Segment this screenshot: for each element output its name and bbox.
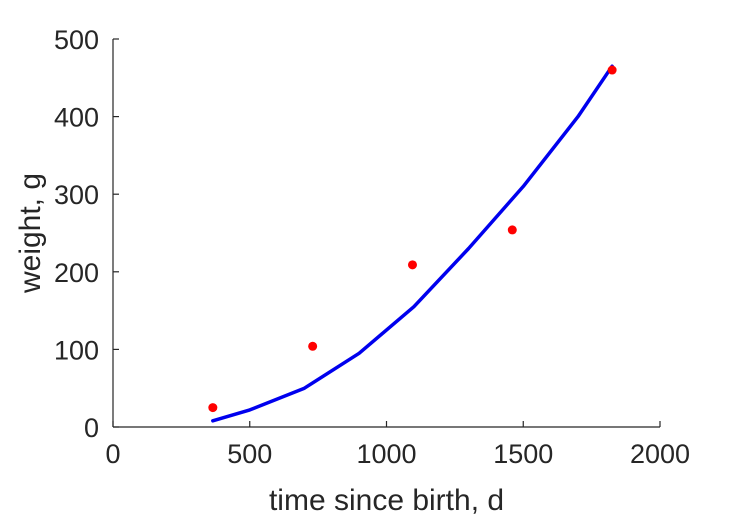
x-tick-label: 500 xyxy=(227,439,272,469)
data-point xyxy=(607,65,617,75)
data-point xyxy=(208,403,218,413)
data-point xyxy=(407,260,417,270)
x-tick-label: 1000 xyxy=(356,439,416,469)
ticks: 0 500 1000 1500 2000 0 100 200 300 400 500 xyxy=(54,25,690,469)
y-tick-label: 500 xyxy=(54,25,99,55)
y-tick-label: 200 xyxy=(54,258,99,288)
y-tick-label: 300 xyxy=(54,180,99,210)
data-point xyxy=(308,341,318,351)
x-axis-title: time since birth, d xyxy=(269,484,504,517)
x-tick-label: 1500 xyxy=(493,439,553,469)
y-tick-label: 100 xyxy=(54,335,99,365)
y-tick-label: 0 xyxy=(84,413,99,443)
x-tick-label: 0 xyxy=(105,439,120,469)
fit-curve xyxy=(211,64,614,423)
y-axis-title: weight, g xyxy=(14,173,47,294)
y-tick-label: 400 xyxy=(54,103,99,133)
x-tick-label: 2000 xyxy=(630,439,690,469)
series xyxy=(208,64,617,423)
axes xyxy=(112,39,660,428)
data-point xyxy=(507,225,517,235)
